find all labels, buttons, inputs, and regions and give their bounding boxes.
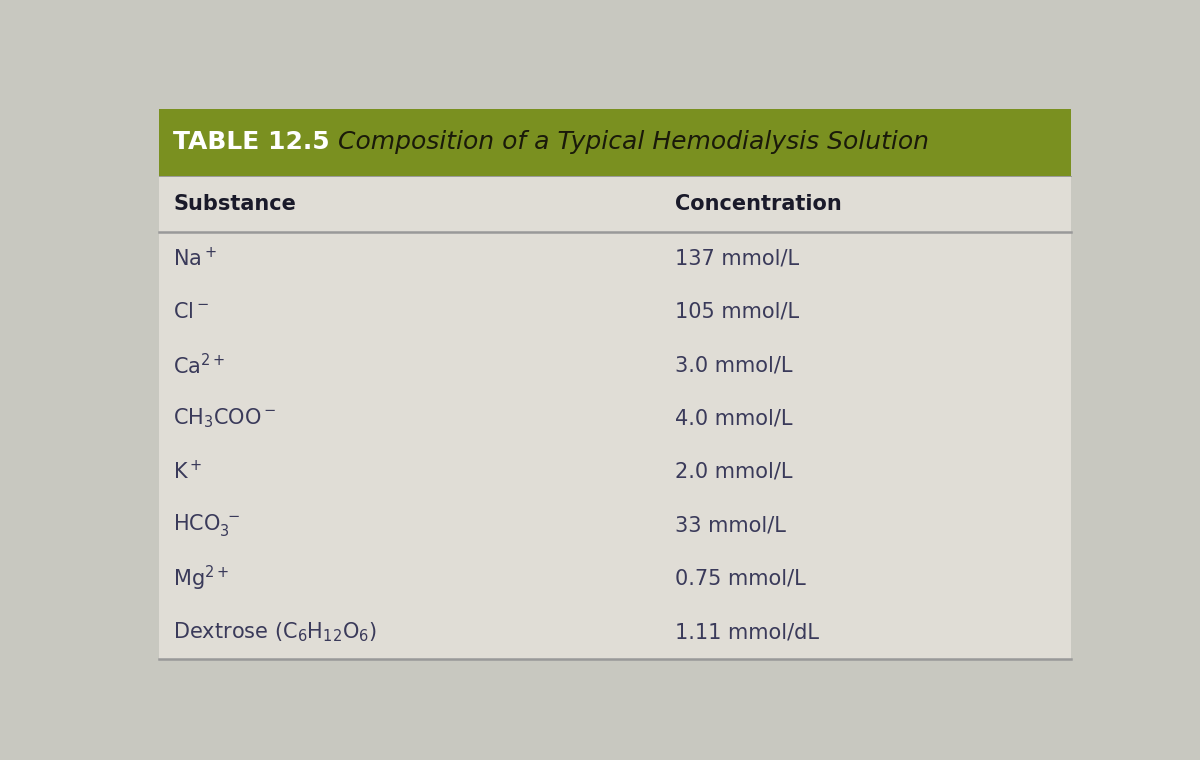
Text: CH$_3$COO$^-$: CH$_3$COO$^-$: [173, 407, 277, 430]
Text: HCO$_3^{\ -}$: HCO$_3^{\ -}$: [173, 512, 240, 538]
Text: TABLE 12.5: TABLE 12.5: [173, 131, 330, 154]
FancyBboxPatch shape: [160, 176, 1070, 659]
FancyBboxPatch shape: [160, 109, 1070, 176]
Text: 0.75 mmol/L: 0.75 mmol/L: [674, 568, 805, 589]
Text: Dextrose (C$_6$H$_{12}$O$_6$): Dextrose (C$_6$H$_{12}$O$_6$): [173, 620, 377, 644]
Text: Mg$^{2+}$: Mg$^{2+}$: [173, 564, 229, 594]
Text: K$^+$: K$^+$: [173, 461, 203, 483]
Text: 33 mmol/L: 33 mmol/L: [674, 515, 785, 535]
Text: Substance: Substance: [173, 194, 296, 214]
Text: Na$^+$: Na$^+$: [173, 247, 217, 270]
Text: 3.0 mmol/L: 3.0 mmol/L: [674, 355, 792, 375]
Text: 1.11 mmol/dL: 1.11 mmol/dL: [674, 622, 818, 642]
Text: Composition of a Typical Hemodialysis Solution: Composition of a Typical Hemodialysis So…: [322, 131, 929, 154]
Text: 137 mmol/L: 137 mmol/L: [674, 249, 799, 268]
Text: 2.0 mmol/L: 2.0 mmol/L: [674, 462, 792, 482]
Text: 4.0 mmol/L: 4.0 mmol/L: [674, 409, 792, 429]
Text: Cl$^-$: Cl$^-$: [173, 302, 210, 321]
Text: Ca$^{2+}$: Ca$^{2+}$: [173, 353, 226, 378]
Text: Concentration: Concentration: [674, 194, 841, 214]
Text: 105 mmol/L: 105 mmol/L: [674, 302, 799, 321]
